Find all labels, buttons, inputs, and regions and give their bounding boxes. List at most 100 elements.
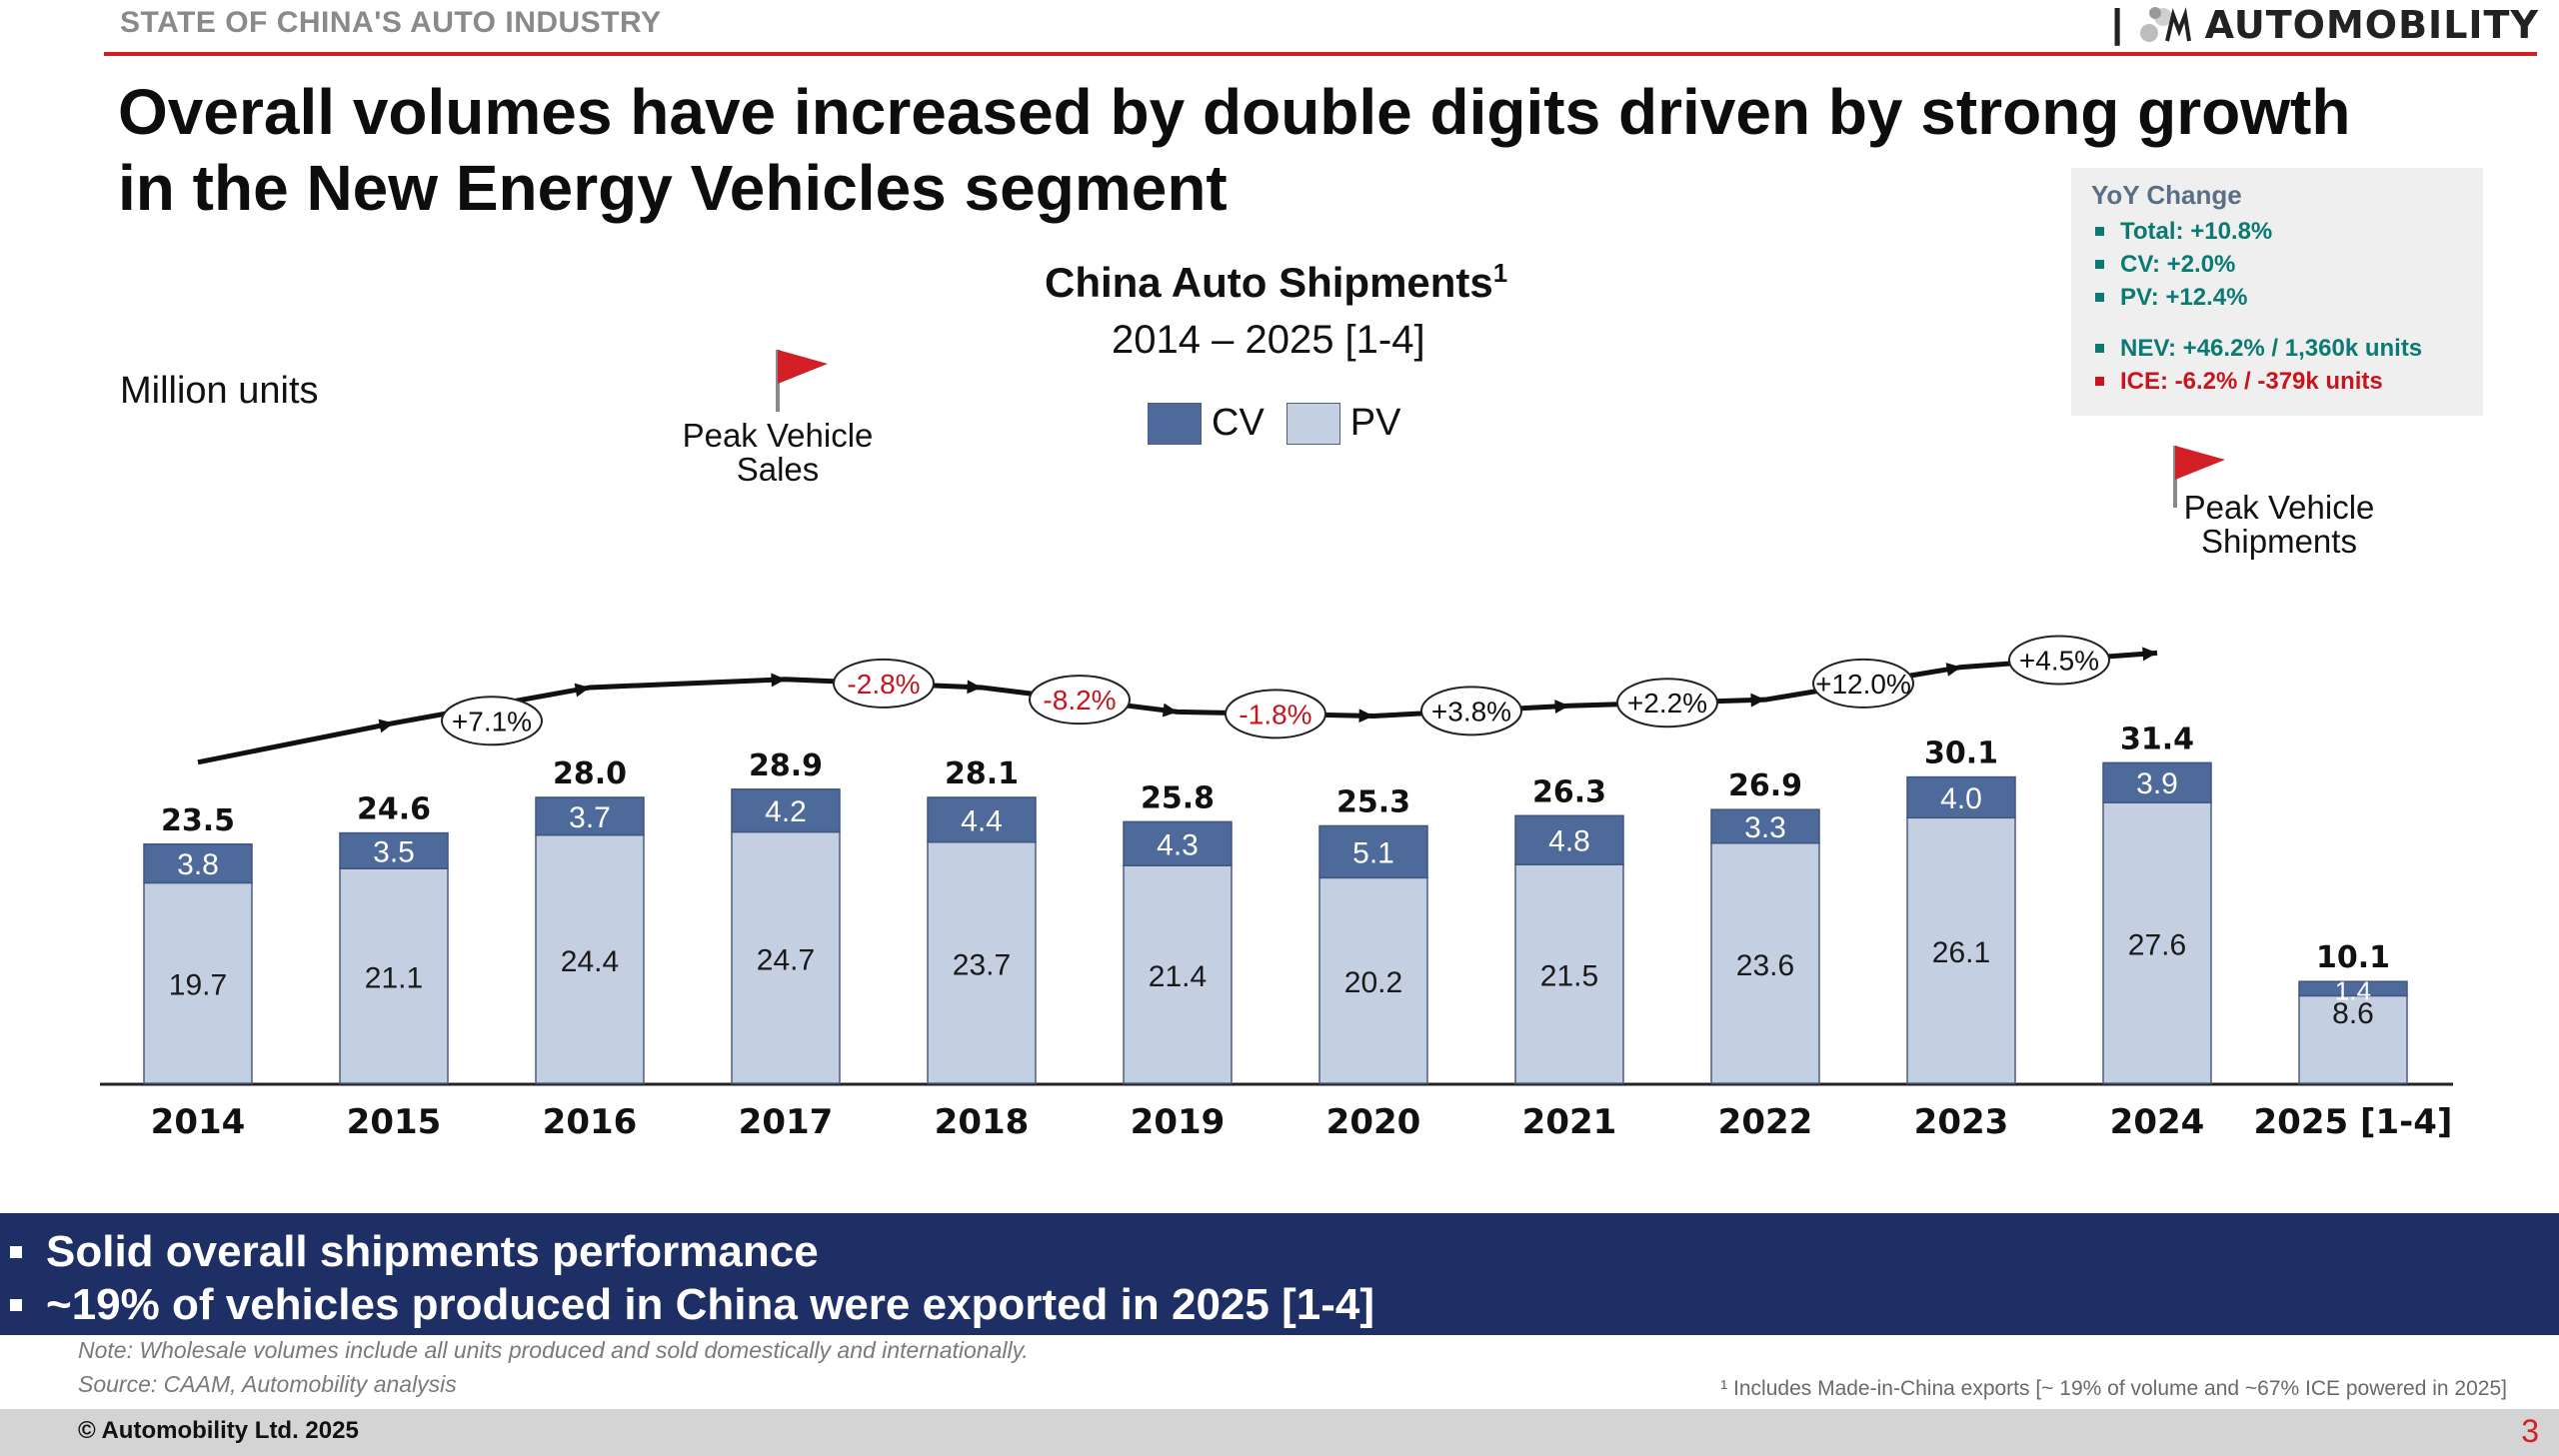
peak-shipments-flag-icon: [2175, 446, 2225, 480]
pv-value-label: 26.1: [1932, 936, 1990, 969]
x-tick-label: 2015: [347, 1102, 442, 1142]
x-tick-label: 2018: [935, 1102, 1030, 1142]
arrow-head-icon: [1750, 693, 1765, 708]
pv-value-label: 27.6: [2128, 929, 2186, 962]
x-tick-label: 2017: [739, 1102, 834, 1142]
growth-badge: [1616, 678, 1718, 728]
units-label: Million units: [120, 370, 319, 412]
chart-title-text: China Auto Shipments: [1045, 259, 1493, 306]
arrow-head-icon: [771, 673, 786, 688]
peak-sales-label: Peak Vehicle: [683, 417, 874, 454]
yoy-item-pv: PV: +12.4%: [2091, 281, 2483, 314]
chart-title-sup: 1: [1492, 258, 1508, 288]
banner-item-text: Solid overall shipments performance: [46, 1227, 819, 1276]
bar-cv: [143, 843, 253, 884]
x-tick-label: 2022: [1718, 1102, 1813, 1142]
arrow-head-icon: [2142, 647, 2157, 662]
x-tick-label: 2021: [1522, 1102, 1617, 1142]
bar-cv: [1318, 824, 1428, 879]
bar-pv: [927, 840, 1037, 1084]
bar-cv: [535, 796, 645, 836]
bar-pv: [1710, 842, 1820, 1084]
pv-value-label: 21.4: [1149, 960, 1207, 993]
total-label: 28.0: [553, 756, 627, 791]
growth-label: +7.1%: [452, 706, 532, 736]
x-tick-label: 2023: [1914, 1102, 2009, 1142]
logo-icon: [2139, 6, 2191, 42]
x-tick-label: 2024: [2110, 1102, 2205, 1142]
pv-value-label: 19.7: [169, 969, 227, 1002]
cv-value-label: 1.4: [2335, 975, 2371, 1005]
cv-value-label: 4.4: [961, 804, 1003, 837]
pv-value-label: 24.4: [561, 945, 619, 978]
growth-label: +12.0%: [1815, 669, 1911, 700]
x-tick-label: 2025 [1-4]: [2254, 1102, 2453, 1142]
yoy-item-ice: ICE: -6.2% / -379k units: [2091, 365, 2483, 398]
cv-value-label: 4.8: [1548, 825, 1590, 858]
bar-pv: [143, 881, 253, 1084]
yoy-title: YoY Change: [2091, 180, 2242, 210]
chart-legend: CV PV: [1148, 402, 1423, 445]
growth-label: -8.2%: [1043, 685, 1116, 716]
total-label: 26.9: [1728, 768, 1802, 803]
bullet-icon: [2095, 260, 2104, 269]
bar-cv: [1123, 820, 1233, 866]
x-tick-label: 2014: [151, 1102, 246, 1142]
yoy-item-text: Total: +10.8%: [2120, 218, 2273, 245]
headline: Overall volumes have increased by double…: [118, 76, 2351, 224]
yoy-item-nev: NEV: +46.2% / 1,360k units: [2091, 332, 2483, 365]
total-label: 25.3: [1336, 784, 1410, 819]
chart-title: China Auto Shipments1: [1045, 258, 1507, 307]
growth-badge: [1225, 689, 1326, 739]
bar-cv: [1906, 775, 2016, 819]
bar-cv: [2298, 980, 2408, 997]
peak-sales-flag-icon: [778, 350, 828, 384]
bullet-icon: [2095, 344, 2104, 353]
bullet-icon: [10, 1298, 22, 1311]
bar-cv: [927, 796, 1037, 843]
yoy-item-text: PV: +12.4%: [2120, 284, 2248, 311]
header-rule: [104, 52, 2537, 56]
total-label: 10.1: [2316, 940, 2390, 975]
bar-pv: [339, 867, 449, 1084]
footnote-text: ¹ Includes Made-in-China exports [~ 19% …: [1720, 1377, 2507, 1400]
arrow-head-icon: [378, 719, 394, 733]
pv-value-label: 24.7: [757, 943, 815, 976]
brand-separator: |: [2111, 2, 2123, 46]
total-label: 28.9: [749, 748, 823, 783]
bullet-icon: [2095, 293, 2104, 302]
page-number: 3: [2521, 1413, 2539, 1449]
growth-badge: [441, 696, 543, 746]
bar-pv: [535, 833, 645, 1084]
pv-value-label: 21.1: [365, 962, 423, 995]
shipments-chart: 19.7 3.8 23.5 2014 21.1 3.5 24.6 2015 24.4 3.7 28.…: [100, 350, 2453, 1142]
note-text: Note: Wholesale volumes include all unit…: [78, 1337, 1029, 1363]
total-label: 28.1: [945, 756, 1019, 791]
bar-cv: [1514, 814, 1624, 865]
cv-value-label: 4.3: [1157, 828, 1199, 861]
growth-badge: [1420, 686, 1522, 736]
yoy-item-text: CV: +2.0%: [2120, 251, 2236, 278]
bullet-icon: [2095, 377, 2104, 386]
total-label: 25.8: [1141, 780, 1215, 815]
cv-value-label: 3.8: [177, 848, 219, 881]
yoy-change-box: YoY Change Total: +10.8% CV: +2.0% PV: +…: [2071, 168, 2483, 416]
total-label: 26.3: [1532, 774, 1606, 809]
legend-swatch-pv: [1285, 402, 1340, 445]
bar-pv: [2102, 801, 2212, 1084]
copyright: © Automobility Ltd. 2025: [78, 1417, 359, 1444]
yoy-item-cv: CV: +2.0%: [2091, 248, 2483, 281]
section-label: STATE OF CHINA'S AUTO INDUSTRY: [120, 6, 662, 39]
growth-label: +4.5%: [2019, 645, 2099, 676]
x-tick-label: 2019: [1131, 1102, 1226, 1142]
pv-value-label: 23.6: [1736, 949, 1794, 982]
total-label: 30.1: [1924, 736, 1998, 771]
pv-value-label: 8.6: [2332, 997, 2374, 1030]
yoy-item-total: Total: +10.8%: [2091, 215, 2483, 248]
peak-shipments-label: Shipments: [2201, 523, 2357, 560]
legend-label-pv: PV: [1349, 402, 1401, 444]
bar-pv: [1514, 863, 1624, 1084]
growth-badge: [1029, 675, 1131, 726]
legend-label-cv: CV: [1212, 402, 1265, 444]
yoy-item-text: NEV: +46.2% / 1,360k units: [2120, 335, 2423, 362]
